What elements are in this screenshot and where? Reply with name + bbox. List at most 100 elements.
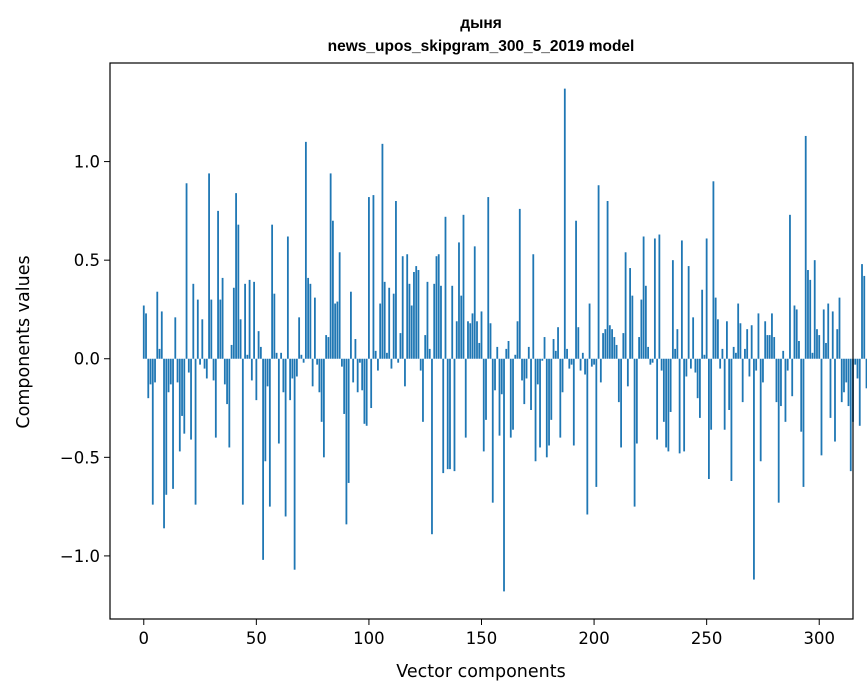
bar: [813, 260, 816, 359]
bar: [156, 291, 159, 359]
bar: [777, 358, 780, 503]
bar: [388, 287, 391, 359]
bar: [829, 358, 832, 418]
plot-frame: [109, 62, 854, 620]
bar: [343, 358, 346, 414]
bar: [406, 254, 409, 359]
bar: [356, 358, 359, 393]
bar: [782, 350, 785, 359]
bar: [626, 358, 629, 387]
bar: [496, 346, 499, 359]
bar: [208, 173, 210, 359]
bar: [674, 348, 677, 359]
bar: [158, 348, 161, 359]
bar: [253, 281, 255, 359]
bar: [444, 216, 447, 359]
bar: [773, 337, 776, 359]
bar: [710, 358, 713, 430]
bar: [485, 358, 487, 420]
y-axis-label: Components values: [14, 255, 34, 428]
bar: [728, 358, 731, 410]
bar: [313, 297, 316, 359]
bar: [843, 358, 845, 393]
bar: [217, 210, 219, 359]
bar: [620, 358, 622, 448]
bar: [390, 358, 393, 369]
bar: [386, 352, 388, 359]
bar: [316, 358, 319, 365]
bar: [561, 358, 564, 393]
y-tick-label: −0.5: [60, 448, 100, 467]
bar: [651, 358, 654, 363]
bar: [669, 358, 672, 412]
bar: [577, 327, 580, 359]
bar: [606, 201, 609, 359]
bar: [458, 242, 460, 359]
bar: [599, 358, 602, 383]
x-axis: 0 50 100 150 200 250 300: [139, 619, 835, 648]
bar: [762, 358, 764, 383]
bar: [514, 354, 517, 359]
bar: [554, 350, 557, 359]
bar: [631, 295, 634, 359]
bar: [221, 277, 224, 359]
bar: [399, 333, 402, 359]
bar: [453, 358, 456, 472]
bar: [719, 358, 722, 369]
bar: [347, 358, 350, 483]
bars-group: [142, 88, 867, 592]
bar: [413, 271, 415, 359]
bar: [498, 358, 501, 436]
bar: [861, 264, 863, 359]
bar: [665, 358, 668, 448]
bar: [856, 358, 859, 379]
bar: [494, 358, 496, 391]
bar: [735, 352, 737, 359]
bar: [822, 309, 825, 359]
bar: [363, 358, 366, 424]
y-tick-label: 0.0: [74, 350, 100, 369]
y-tick-label: 0.5: [74, 251, 100, 270]
bar: [210, 299, 213, 359]
bar: [392, 293, 395, 359]
bar: [255, 358, 258, 401]
bar: [192, 283, 195, 359]
bar: [789, 214, 791, 359]
bar: [293, 358, 296, 570]
bar: [748, 358, 751, 377]
bar: [435, 256, 438, 359]
bar: [455, 321, 458, 359]
bar: [717, 319, 719, 359]
bar: [417, 270, 420, 359]
bar: [437, 254, 440, 359]
bar: [190, 358, 192, 440]
bar: [845, 358, 848, 383]
bar: [489, 323, 492, 359]
bar: [858, 358, 861, 426]
bar: [401, 256, 404, 359]
bar: [334, 303, 337, 359]
bar: [181, 358, 183, 416]
bar: [462, 214, 465, 359]
bar: [241, 358, 244, 505]
bar: [602, 333, 604, 359]
bar: [433, 283, 436, 359]
bar: [566, 348, 568, 359]
bar: [410, 305, 413, 359]
bar: [660, 358, 663, 371]
bar: [408, 283, 411, 359]
bar: [320, 358, 323, 422]
bar: [530, 358, 532, 410]
bar: [750, 325, 753, 359]
bar: [214, 358, 217, 438]
chart-subtitle: news_upos_skipgram_300_5_2019 model: [328, 38, 635, 55]
bar: [359, 358, 361, 363]
bar: [431, 358, 433, 535]
bar: [545, 358, 548, 458]
bar: [464, 358, 467, 438]
bar: [235, 193, 237, 359]
bar: [172, 358, 174, 489]
bar: [322, 358, 325, 458]
bar: [678, 358, 681, 454]
bar: [543, 337, 546, 359]
